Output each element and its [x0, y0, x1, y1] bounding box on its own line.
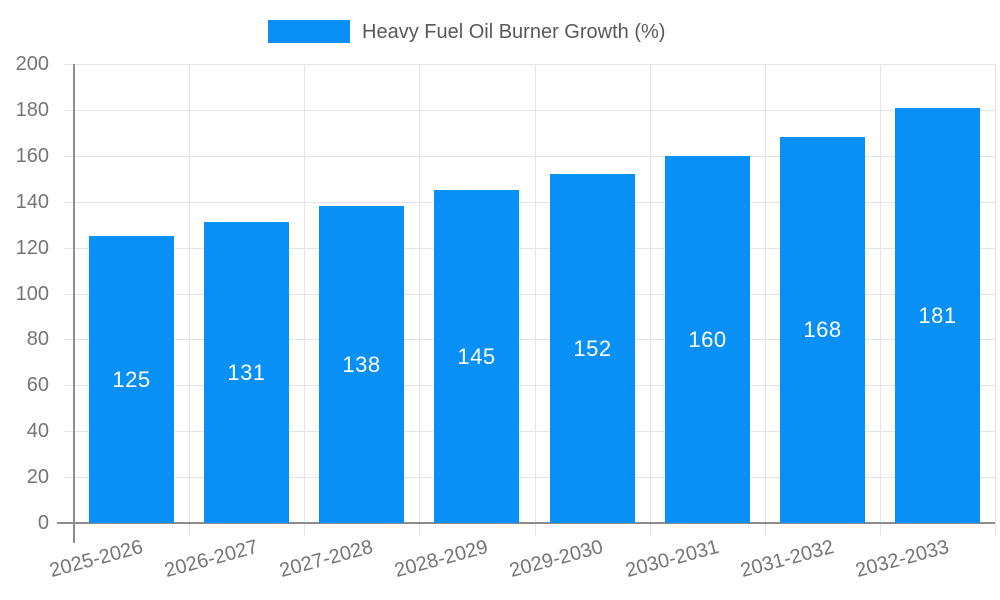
bar[interactable]: 160: [665, 156, 750, 523]
bar[interactable]: 125: [89, 236, 174, 523]
gridline-vertical: [304, 64, 305, 523]
y-axis-tick: [64, 110, 74, 111]
y-axis-tick: [64, 431, 74, 432]
y-axis-tick-label: 140: [15, 191, 49, 213]
y-axis-tick-label: 60: [26, 374, 49, 396]
x-axis-tick: [304, 523, 305, 536]
bar[interactable]: 131: [204, 222, 289, 523]
x-axis-tick: [650, 523, 651, 536]
y-axis-tick: [64, 294, 74, 295]
gridline-vertical: [535, 64, 536, 523]
gridline-vertical: [765, 64, 766, 523]
gridline-horizontal: [74, 431, 995, 432]
x-axis-tick: [880, 523, 881, 536]
gridline-vertical: [189, 64, 190, 523]
y-axis-tick-label: 0: [37, 512, 49, 534]
y-axis-tick-label: 80: [26, 328, 49, 350]
y-axis-tick-label: 100: [15, 283, 49, 305]
x-axis-tick-label: 2032-2033: [853, 536, 952, 583]
x-axis-tick-label: 2029-2030: [507, 536, 606, 583]
gridline-horizontal: [74, 110, 995, 111]
gridline-horizontal: [74, 385, 995, 386]
y-axis-tick-label: 40: [26, 420, 49, 442]
y-axis-tick: [64, 385, 74, 386]
y-axis-tick-label: 20: [26, 466, 49, 488]
gridline-horizontal: [74, 477, 995, 478]
bar[interactable]: 138: [319, 206, 404, 523]
y-axis-line: [73, 64, 75, 543]
bar[interactable]: 168: [780, 137, 865, 523]
bar[interactable]: 145: [434, 190, 519, 523]
gridline-horizontal: [74, 64, 995, 65]
x-axis-tick: [765, 523, 766, 536]
bar-value-label: 125: [112, 366, 151, 392]
bar-value-label: 168: [803, 317, 842, 342]
y-axis-tick-label: 180: [15, 99, 49, 121]
x-axis-tick: [189, 523, 190, 536]
x-axis-tick: [535, 523, 536, 536]
bar[interactable]: 181: [895, 108, 980, 523]
y-axis-tick: [64, 156, 74, 157]
y-axis-tick-label: 160: [15, 145, 49, 167]
gridline-horizontal: [74, 339, 995, 340]
gridline-horizontal: [74, 156, 995, 157]
legend-swatch: [268, 20, 350, 43]
x-axis-tick-label: 2030-2031: [622, 536, 721, 583]
gridline-vertical: [880, 64, 881, 523]
legend-label: Heavy Fuel Oil Burner Growth (%): [362, 21, 666, 43]
bar-value-label: 145: [457, 343, 496, 369]
x-axis-tick-label: 2025-2026: [47, 536, 146, 583]
bar-value-label: 181: [918, 302, 957, 328]
x-axis-tick-label: 2031-2032: [737, 536, 837, 583]
bar[interactable]: 152: [550, 174, 635, 523]
gridline-horizontal: [74, 248, 995, 249]
y-axis-tick: [64, 339, 74, 340]
x-axis-line: [57, 522, 995, 524]
bar-value-label: 152: [573, 335, 612, 361]
y-axis-tick: [64, 248, 74, 249]
y-axis-tick-label: 200: [15, 53, 49, 75]
gridline-horizontal: [74, 294, 995, 295]
x-axis-tick: [419, 523, 420, 536]
y-axis-tick: [64, 64, 74, 65]
gridline-vertical: [995, 64, 996, 523]
y-axis-tick: [64, 477, 74, 478]
gridline-horizontal: [74, 202, 995, 203]
bar-value-label: 138: [342, 351, 381, 377]
x-axis-tick: [995, 523, 996, 536]
gridline-vertical: [419, 64, 420, 523]
y-axis-tick: [64, 202, 74, 203]
x-axis-tick-label: 2028-2029: [392, 536, 491, 583]
bar-value-label: 160: [688, 326, 727, 352]
x-axis-tick-label: 2027-2028: [277, 536, 376, 583]
y-axis-tick-label: 120: [15, 237, 49, 259]
x-axis-tick-label: 2026-2027: [162, 536, 261, 583]
bar-value-label: 131: [227, 359, 266, 385]
gridline-vertical: [650, 64, 651, 523]
